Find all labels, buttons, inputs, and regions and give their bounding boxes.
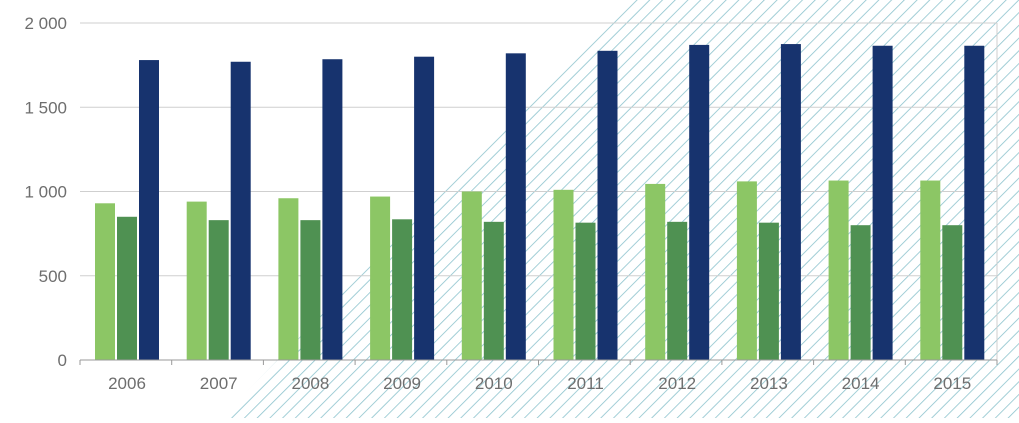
x-tick-label: 2008 — [291, 374, 329, 393]
bar-series1-2007 — [186, 201, 207, 360]
bar-series3-2011 — [597, 50, 618, 361]
bar-series2-2009 — [392, 219, 413, 360]
bar-series2-2007 — [208, 220, 229, 360]
bar-series1-2006 — [95, 203, 115, 360]
bar-series3-2010 — [505, 53, 526, 361]
bar-series2-2012 — [667, 221, 688, 360]
x-tick-label: 2012 — [658, 374, 696, 393]
bar-series2-2008 — [300, 220, 321, 360]
bar-series2-2010 — [483, 221, 504, 360]
bar-series1-2012 — [645, 183, 666, 360]
y-tick-label: 500 — [39, 267, 67, 286]
bar-series3-2008 — [322, 59, 343, 360]
y-tick-label: 2 000 — [24, 14, 67, 33]
bar-series1-2014 — [828, 180, 849, 360]
x-tick-label: 2009 — [383, 374, 421, 393]
bar-series3-2014 — [872, 45, 893, 361]
x-tick-label: 2013 — [750, 374, 788, 393]
x-tick-label: 2014 — [842, 374, 880, 393]
y-axis-tick-labels: 0 500 1 000 1 500 2 000 — [24, 14, 67, 370]
bar-series2-2015 — [942, 225, 963, 360]
y-tick-label: 1 500 — [24, 98, 67, 117]
bars — [95, 44, 985, 361]
x-tick-label: 2015 — [933, 374, 971, 393]
y-tick-label: 1 000 — [24, 183, 67, 202]
x-tick-label: 2011 — [567, 374, 604, 393]
bar-series3-2006 — [139, 60, 159, 360]
x-tick-label: 2007 — [200, 374, 238, 393]
bar-series2-2014 — [850, 225, 871, 360]
bar-series3-2012 — [689, 44, 710, 360]
y-tick-label: 0 — [58, 351, 67, 370]
bar-series1-2009 — [370, 196, 391, 360]
bar-series3-2013 — [780, 44, 801, 360]
bar-series3-2007 — [230, 61, 251, 360]
bar-series2-2011 — [575, 222, 596, 360]
x-axis-tick-labels: 2006 2007 2008 2009 2010 2011 2012 2013 2014 2015 — [108, 374, 971, 393]
bar-series1-2011 — [553, 189, 574, 360]
bar-series3-2009 — [414, 56, 435, 360]
bar-series2-2013 — [758, 222, 779, 360]
bar-series1-2010 — [461, 191, 482, 360]
bar-series2-2006 — [117, 216, 137, 360]
bar-series1-2008 — [278, 198, 299, 360]
bar-series1-2013 — [736, 181, 757, 360]
x-tick-label: 2006 — [108, 374, 146, 393]
axes — [79, 359, 998, 365]
x-tick-label: 2010 — [475, 374, 513, 393]
bar-series3-2015 — [964, 45, 985, 361]
bar-series1-2015 — [920, 180, 941, 360]
